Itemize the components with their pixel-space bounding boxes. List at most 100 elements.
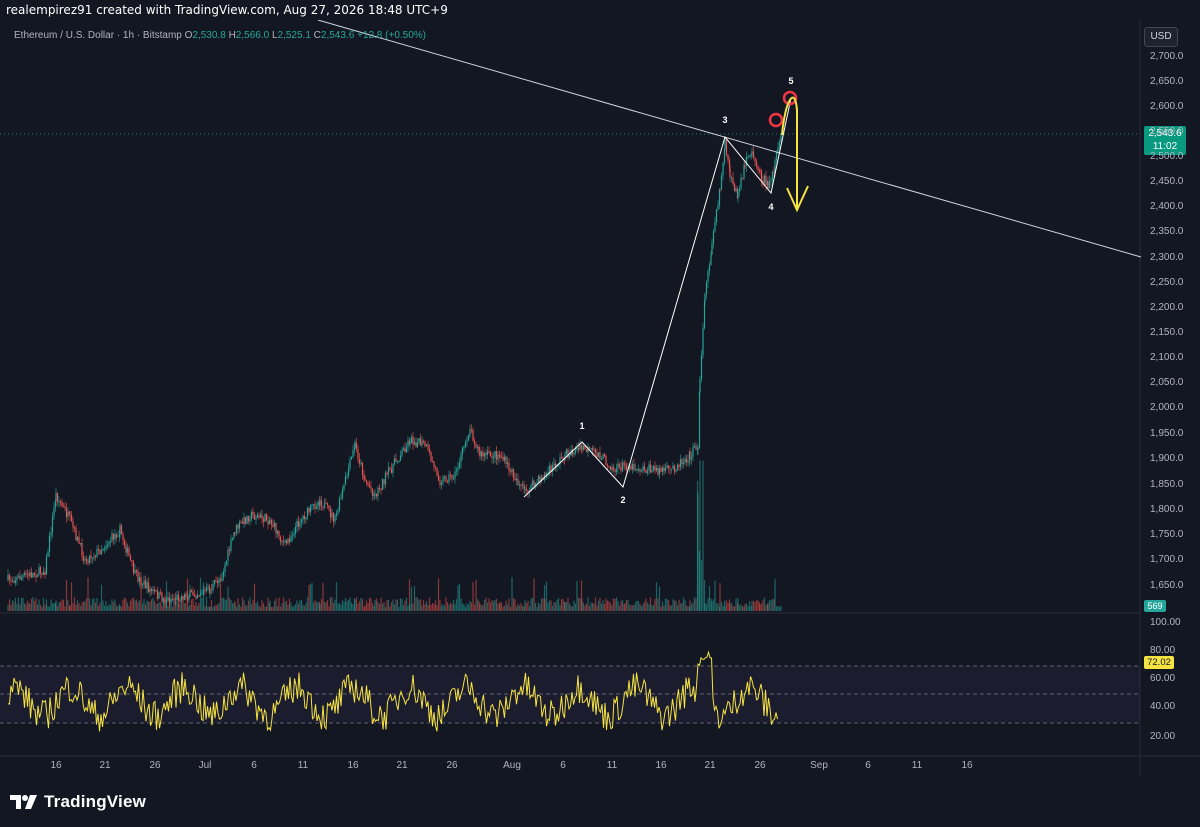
candle-body: [73, 527, 76, 529]
candle-body: [523, 484, 525, 489]
volume-bar: [531, 597, 534, 611]
candle-body: [564, 454, 566, 460]
volume-bar: [395, 599, 397, 611]
candle-body: [582, 445, 585, 450]
candle-body: [128, 548, 130, 556]
volume-bar: [278, 597, 280, 611]
candle-body: [26, 574, 29, 576]
volume-bar: [243, 600, 245, 611]
candle-body: [395, 458, 397, 462]
candle-body: [506, 462, 509, 465]
volume-bar: [331, 597, 333, 611]
volume-bar: [221, 597, 223, 611]
candle-body: [492, 457, 495, 459]
candle-body: [704, 294, 706, 301]
volume-bar: [634, 602, 637, 611]
volume-bar: [692, 602, 694, 611]
volume-bar: [631, 605, 634, 611]
volume-bar: [183, 603, 186, 611]
volume-bar: [115, 605, 118, 611]
volume-bar: [16, 603, 18, 611]
volume-bar: [611, 605, 613, 611]
volume-bar: [282, 597, 285, 611]
candle-body: [167, 597, 169, 601]
volume-bar: [577, 597, 580, 611]
volume-bar: [87, 577, 89, 611]
candle-body: [475, 444, 477, 448]
volume-bar: [185, 602, 187, 611]
rsi-tick: 60.00: [1150, 673, 1176, 684]
tradingview-logo[interactable]: TradingView: [10, 792, 146, 812]
currency-button[interactable]: USD: [1144, 27, 1178, 47]
volume-bar: [192, 598, 194, 611]
candle-body: [415, 442, 417, 447]
volume-bar: [422, 600, 425, 611]
volume-bar: [328, 606, 330, 611]
volume-bar: [210, 600, 213, 611]
volume-bar: [293, 605, 295, 611]
candle-body: [82, 556, 85, 561]
candle-body: [778, 142, 781, 148]
candle-body: [65, 508, 68, 517]
volume-bar: [241, 597, 244, 611]
candle-body: [268, 520, 271, 525]
candle-body: [646, 470, 649, 473]
candle-body: [314, 504, 316, 510]
volume-bar: [780, 605, 782, 611]
candle-body: [69, 514, 71, 516]
volume-bar: [146, 600, 148, 611]
candle-body: [144, 580, 147, 589]
volume-bar: [14, 597, 17, 611]
time-tick: 16: [50, 760, 62, 771]
candle-body: [733, 183, 736, 192]
candle-body: [319, 500, 321, 506]
close-label: C: [313, 30, 321, 41]
symbol-legend[interactable]: Ethereum / U.S. Dollar · 1h · Bitstamp O…: [14, 30, 426, 41]
candle-body: [81, 543, 83, 557]
candle-body: [149, 588, 151, 593]
volume-bar: [219, 583, 222, 611]
volume-bar: [195, 601, 197, 611]
candle-body: [293, 533, 295, 536]
candle-body: [228, 549, 231, 551]
candle-body: [328, 505, 330, 510]
volume-bar: [35, 598, 37, 611]
candle-body: [262, 518, 265, 522]
volume-bar: [346, 601, 348, 611]
candle-body: [13, 581, 15, 583]
wave-label-5: 5: [788, 76, 794, 86]
candle-body: [99, 549, 101, 555]
candle-body: [374, 493, 376, 495]
candle-body: [79, 543, 82, 545]
candle-body: [685, 458, 688, 463]
candle-body: [90, 555, 92, 559]
volume-bar: [664, 598, 667, 611]
candle-body: [131, 560, 133, 562]
candle-body: [177, 594, 180, 601]
volume-bar: [404, 600, 406, 611]
candle-body: [421, 440, 423, 446]
volume-bar: [445, 597, 447, 611]
candle-body: [33, 573, 36, 575]
candle-body: [690, 456, 693, 460]
candle-body: [649, 464, 652, 473]
wave-label-2: 2: [620, 495, 626, 505]
candle-body: [143, 580, 145, 585]
volume-bar: [270, 606, 273, 611]
volume-bar: [147, 601, 150, 611]
candle-body: [50, 532, 52, 536]
volume-bar: [384, 606, 387, 611]
volume-bar: [164, 600, 166, 611]
candle-body: [335, 513, 338, 516]
footer: [0, 778, 1200, 827]
chart-canvas[interactable]: [0, 20, 1200, 777]
volume-bar: [593, 603, 595, 611]
volume-bar: [317, 602, 319, 611]
volume-bar: [455, 599, 458, 611]
candle-body: [451, 474, 453, 479]
volume-bar: [543, 585, 546, 611]
volume-bar: [777, 606, 779, 611]
volume-bar: [374, 600, 376, 611]
volume-bar: [623, 603, 625, 611]
candle-body: [111, 533, 113, 541]
